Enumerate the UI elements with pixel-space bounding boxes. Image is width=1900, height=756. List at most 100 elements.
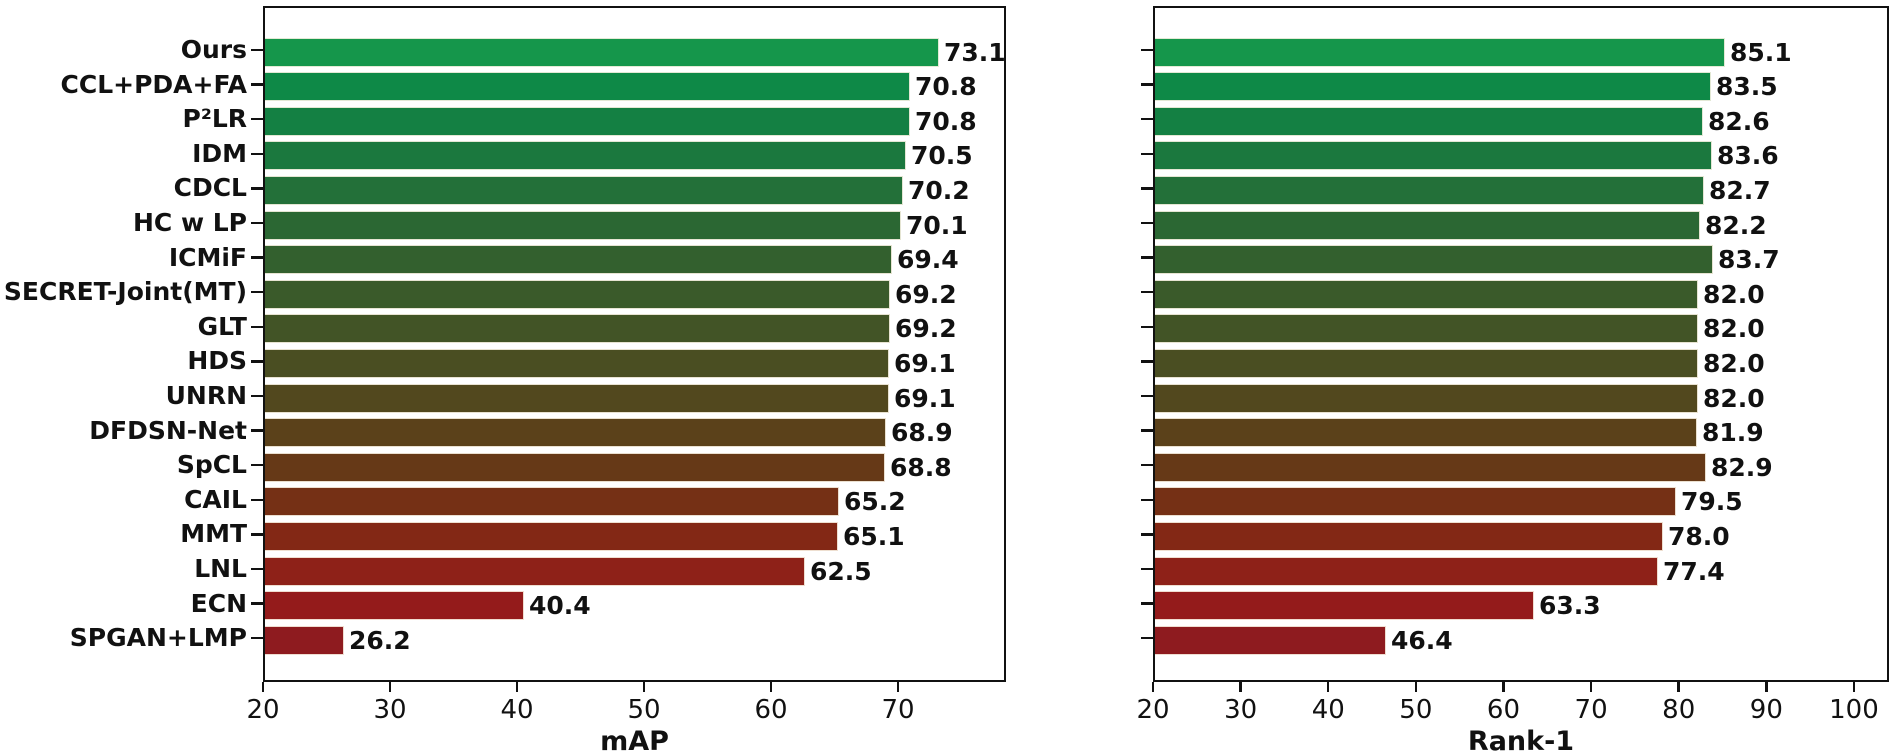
method-label: HC w LP [132,208,247,237]
method-label: SPGAN+LMP [69,623,247,653]
x-tick [1502,682,1505,692]
method-label: IDM [192,138,247,168]
map-plot-area: 73.1 70.8 70.8 70.5 70.2 70.1 69.4 69.2 69.2 69.1… [263,6,1006,682]
bar-P²LR [1155,106,1703,136]
bar-value-label: 78.0 [1668,521,1730,551]
bar-value-label: 69.4 [897,245,959,275]
bar-value-label: 70.2 [908,175,970,205]
map-axis-title: mAP [600,726,669,756]
y-tick [251,394,263,398]
bar-HDS [265,348,889,378]
bar-value-label: 81.9 [1702,418,1764,448]
bar-CAIL [1155,487,1676,517]
bar-MMT [1155,521,1663,551]
x-tick-label: 20 [246,695,280,725]
bar-P²LR [265,106,910,136]
bar-value-label: 82.6 [1708,106,1770,136]
x-tick [1765,682,1768,692]
y-tick [251,152,263,156]
method-label: HDS [187,346,247,376]
y-tick [251,325,263,329]
y-tick [251,221,263,225]
bar-CAIL [265,487,839,517]
bar-LNL [265,556,805,586]
x-tick-label: 30 [1224,695,1258,725]
bar-value-label: 82.0 [1703,279,1765,309]
y-tick [251,256,263,259]
x-tick-label: 80 [1662,695,1696,725]
bar-value-label: 46.4 [1391,625,1453,655]
bar-value-label: 82.0 [1703,383,1765,413]
bar-value-label: 83.6 [1717,141,1779,171]
bar-value-label: 69.1 [894,383,956,413]
method-label: Ours [180,35,247,64]
bar-value-label: 68.9 [891,418,953,448]
x-tick [769,682,773,692]
bar-value-label: 82.2 [1705,210,1767,240]
bar-SECRET-Joint(MT) [1155,279,1698,309]
x-tick-label: 50 [627,695,661,725]
bar-GLT [1155,314,1698,344]
y-tick [251,290,263,294]
x-tick-label: 60 [1486,695,1521,725]
y-tick [251,463,263,467]
bar-CDCL [265,175,903,205]
x-tick-label: 60 [754,695,788,725]
bar-value-label: 69.2 [895,279,957,309]
x-tick-label: 40 [500,695,534,725]
method-label: GLT [197,311,247,341]
bar-CCL+PDA+FA [265,72,910,102]
bar-value-label: 63.3 [1539,591,1601,621]
rank1-axis-title: Rank-1 [1467,726,1575,756]
y-tick [251,498,263,502]
bar-value-label: 83.5 [1716,72,1778,102]
bar-Ours [1155,37,1725,67]
x-tick [1151,682,1155,692]
bar-value-label: 26.2 [349,625,411,655]
x-tick-label: 30 [373,695,407,725]
bar-SPGAN+LMP [1155,625,1386,655]
x-tick-label: 100 [1829,695,1879,725]
bar-value-label: 79.5 [1681,487,1743,517]
bar-ECN [1155,591,1534,621]
bar-Ours [265,37,939,67]
bar-HDS [1155,348,1698,378]
method-label: SpCL [176,450,247,480]
y-tick [1141,360,1153,363]
x-tick [515,682,519,692]
y-tick [1141,152,1153,156]
y-tick [251,636,263,640]
bar-value-label: 70.8 [915,106,977,136]
bar-UNRN [1155,383,1698,413]
method-label: SECRET-Joint(MT) [3,277,247,307]
bar-SpCL [1155,452,1706,482]
y-tick [1141,187,1153,190]
bar-ICMiF [1155,245,1713,275]
y-tick [1141,83,1153,86]
y-tick [251,117,263,121]
bar-value-label: 82.9 [1711,452,1773,482]
method-label: CAIL [184,484,247,514]
bar-value-label: 70.5 [911,141,973,171]
x-tick [1326,682,1330,692]
bar-MMT [265,521,838,551]
bar-CDCL [1155,175,1704,205]
y-tick [251,567,263,571]
bar-value-label: 65.1 [843,521,905,551]
y-tick [251,360,263,363]
x-tick [261,682,265,692]
bar-ECN [265,591,524,621]
y-tick [251,187,263,190]
bar-value-label: 68.8 [890,452,952,482]
x-tick [896,682,900,692]
y-tick [251,429,263,432]
y-tick [1141,636,1153,640]
y-tick [251,602,263,605]
bar-value-label: 82.7 [1709,175,1771,205]
bar-DFDSN-Net [1155,418,1697,448]
y-tick [1141,325,1153,329]
bar-HC w LP [1155,210,1700,240]
